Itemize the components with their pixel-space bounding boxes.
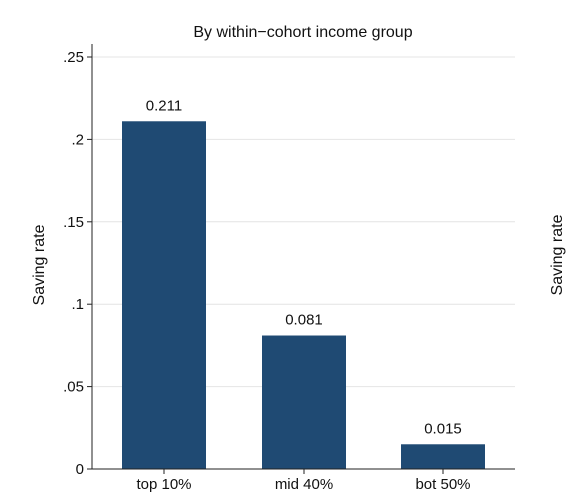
x-tick-label: mid 40% bbox=[275, 476, 333, 493]
bar-data-label: 0.081 bbox=[285, 312, 323, 329]
x-tick-label: bot 50% bbox=[415, 476, 470, 493]
y-axis: 0 .05 .1 .15 .2 .25 bbox=[63, 44, 93, 478]
chart-title: By within−cohort income group bbox=[193, 24, 412, 41]
y-axis-title: Saving rate bbox=[31, 224, 48, 305]
y-tick-label: .05 bbox=[63, 379, 84, 396]
data-labels: 0.211 0.081 0.015 bbox=[146, 97, 462, 437]
y-tick-label: .25 bbox=[63, 49, 84, 66]
x-tick-label: top 10% bbox=[136, 476, 191, 493]
bar-data-label: 0.211 bbox=[146, 97, 182, 114]
y-tick-label: .1 bbox=[71, 296, 84, 313]
y-tick-label: .15 bbox=[63, 214, 84, 231]
bar bbox=[122, 121, 206, 469]
y-tick-label: .2 bbox=[71, 131, 84, 148]
x-axis: top 10% mid 40% bot 50% bbox=[92, 468, 515, 493]
right-panel-y-axis-title: Saving rate bbox=[549, 214, 566, 295]
bar bbox=[401, 444, 485, 469]
y-tick-label: 0 bbox=[76, 461, 84, 478]
bar bbox=[262, 335, 346, 469]
bar-data-label: 0.015 bbox=[424, 420, 462, 437]
bars bbox=[122, 121, 485, 469]
